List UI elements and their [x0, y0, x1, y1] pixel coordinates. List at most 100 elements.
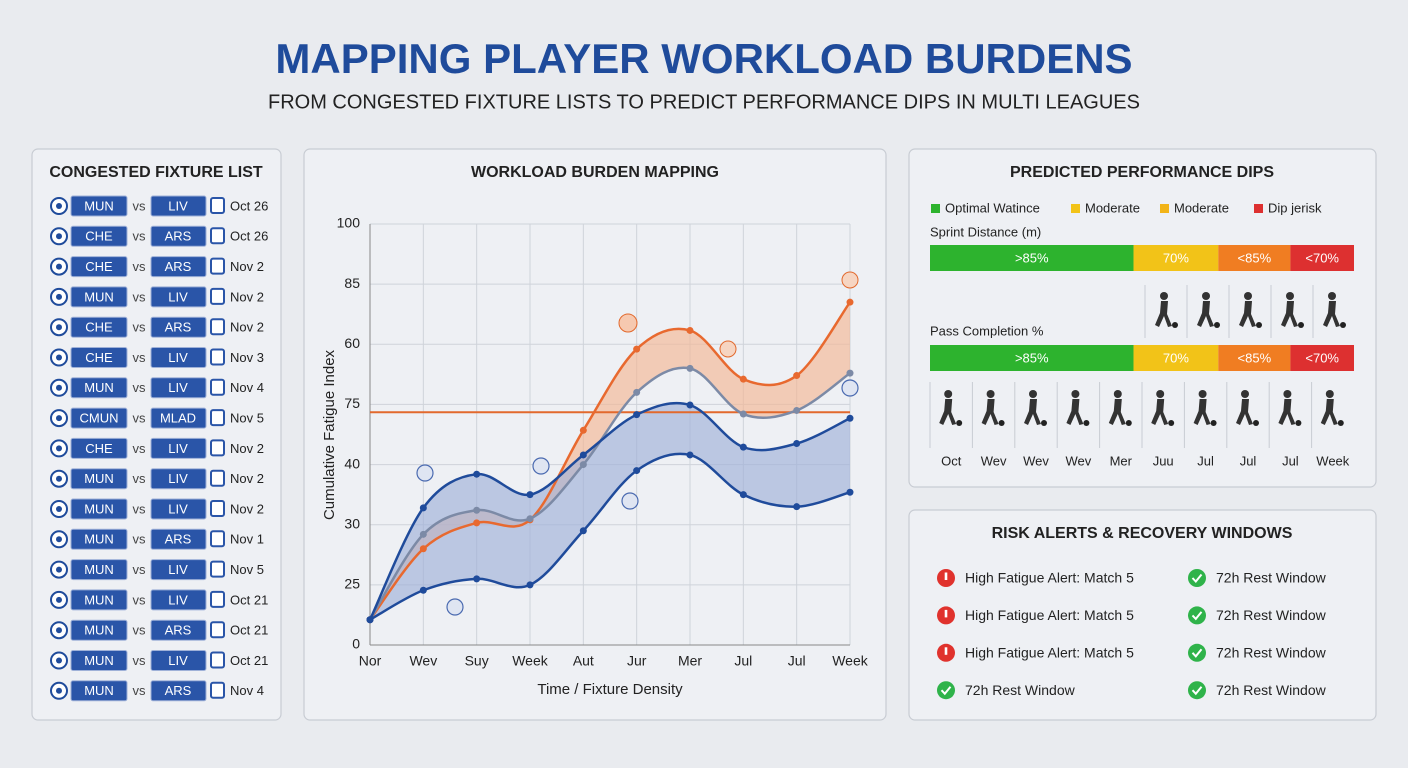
alert-text: 72h Rest Window [1216, 570, 1327, 586]
away-team: ARS [165, 623, 192, 638]
away-team: ARS [165, 259, 192, 274]
fixture-date: Nov 2 [230, 501, 264, 516]
data-point [473, 519, 481, 527]
player-head [1029, 390, 1037, 398]
home-team: CHE [85, 350, 113, 365]
data-point [473, 575, 481, 583]
player-head [1325, 390, 1334, 398]
away-team: LIV [168, 350, 188, 365]
ball [1214, 322, 1220, 328]
data-point [579, 426, 587, 434]
player-head [986, 390, 995, 398]
player-body [1155, 301, 1172, 327]
fixture-date: Nov 2 [230, 471, 264, 486]
ball-icon [56, 566, 62, 573]
vs-label: vs [133, 653, 147, 668]
alert-text: 72h Rest Window [1216, 607, 1327, 623]
vs-label: vs [133, 532, 147, 547]
period-label: Wev [1066, 453, 1092, 468]
data-point [793, 503, 801, 511]
alert-text: 72h Rest Window [1216, 645, 1327, 661]
series-line [368, 401, 851, 621]
player-body [1320, 399, 1338, 425]
player-head [1071, 390, 1080, 398]
player-head [1202, 292, 1210, 300]
player-head [1283, 390, 1292, 398]
ball [1041, 420, 1047, 426]
ball [1168, 420, 1175, 426]
player-head [1198, 390, 1207, 398]
team-box [70, 256, 128, 278]
calendar-icon [210, 439, 225, 457]
bar-label: Sprint Distance (m) [930, 224, 1041, 239]
ball [1125, 420, 1132, 426]
team-box [150, 286, 207, 308]
vs-label: vs [133, 471, 147, 486]
data-point [739, 443, 747, 451]
x-tick-label: Week [512, 653, 549, 669]
icon [621, 492, 639, 510]
ball [1298, 322, 1304, 328]
away-team: LIV [168, 289, 188, 304]
data-point [419, 545, 427, 553]
away-team: LIV [168, 653, 188, 668]
panel-title: WORKLOAD BURDEN MAPPING [471, 164, 719, 181]
home-team: MUN [84, 471, 114, 486]
status-glyph [944, 609, 948, 618]
team-box [150, 680, 207, 702]
alert-text: 72h Rest Window [1216, 682, 1327, 698]
team-box [70, 498, 128, 520]
home-team: MUN [84, 501, 114, 516]
player-head [944, 390, 953, 398]
home-team: MUN [84, 592, 114, 607]
team-box [150, 559, 207, 581]
away-team: LIV [168, 441, 188, 456]
alert-text: High Fatigue Alert: Match 5 [965, 645, 1134, 661]
away-team: LIV [168, 380, 188, 395]
ball-icon [56, 324, 62, 331]
vs-label: vs [133, 229, 147, 244]
data-point [526, 515, 534, 523]
data-point [419, 504, 427, 512]
away-team: ARS [165, 683, 192, 698]
segment-label: <85% [1238, 250, 1272, 265]
ball-icon [56, 233, 62, 240]
page-subtitle: FROM CONGESTED FIXTURE LISTS TO PREDICT … [268, 91, 1140, 113]
x-axis-title: Time / Fixture Density [537, 681, 683, 698]
x-tick-label: Jur [627, 653, 647, 669]
team-box [70, 286, 128, 308]
ball-icon [56, 506, 62, 512]
bar-segment [1218, 345, 1291, 371]
y-tick-label: 100 [337, 215, 361, 231]
data-point [846, 298, 854, 306]
panel-title: RISK ALERTS & RECOVERY WINDOWS [992, 525, 1293, 542]
status-glyph [1191, 573, 1203, 584]
legend-swatch [931, 204, 940, 213]
ball-icon [56, 354, 62, 361]
player-body [1108, 399, 1126, 425]
team-box [150, 437, 207, 459]
status-glyph [944, 647, 948, 655]
legend-swatch [1254, 204, 1263, 213]
team-box [70, 225, 128, 247]
period-label: Jul [1282, 453, 1299, 468]
fixture-date: Nov 5 [230, 411, 264, 426]
calendar-icon [210, 227, 225, 245]
series-line [369, 301, 852, 621]
fixture-date: Nov 2 [230, 441, 264, 456]
status-icon [1188, 569, 1206, 587]
team-box [150, 225, 207, 247]
ball-icon [56, 687, 62, 694]
series-line [368, 366, 851, 621]
team-box [150, 528, 207, 550]
calendar-icon [210, 197, 225, 214]
vs-label: vs [133, 592, 147, 607]
vs-label: vs [133, 198, 147, 213]
x-tick-label: Wev [409, 653, 437, 669]
ball-icon [56, 596, 62, 603]
legend-label: Optimal Watince [945, 200, 1040, 215]
data-point [419, 530, 427, 538]
away-team: MLAD [160, 411, 196, 426]
home-team: CHE [85, 229, 113, 244]
ball [1337, 420, 1344, 426]
